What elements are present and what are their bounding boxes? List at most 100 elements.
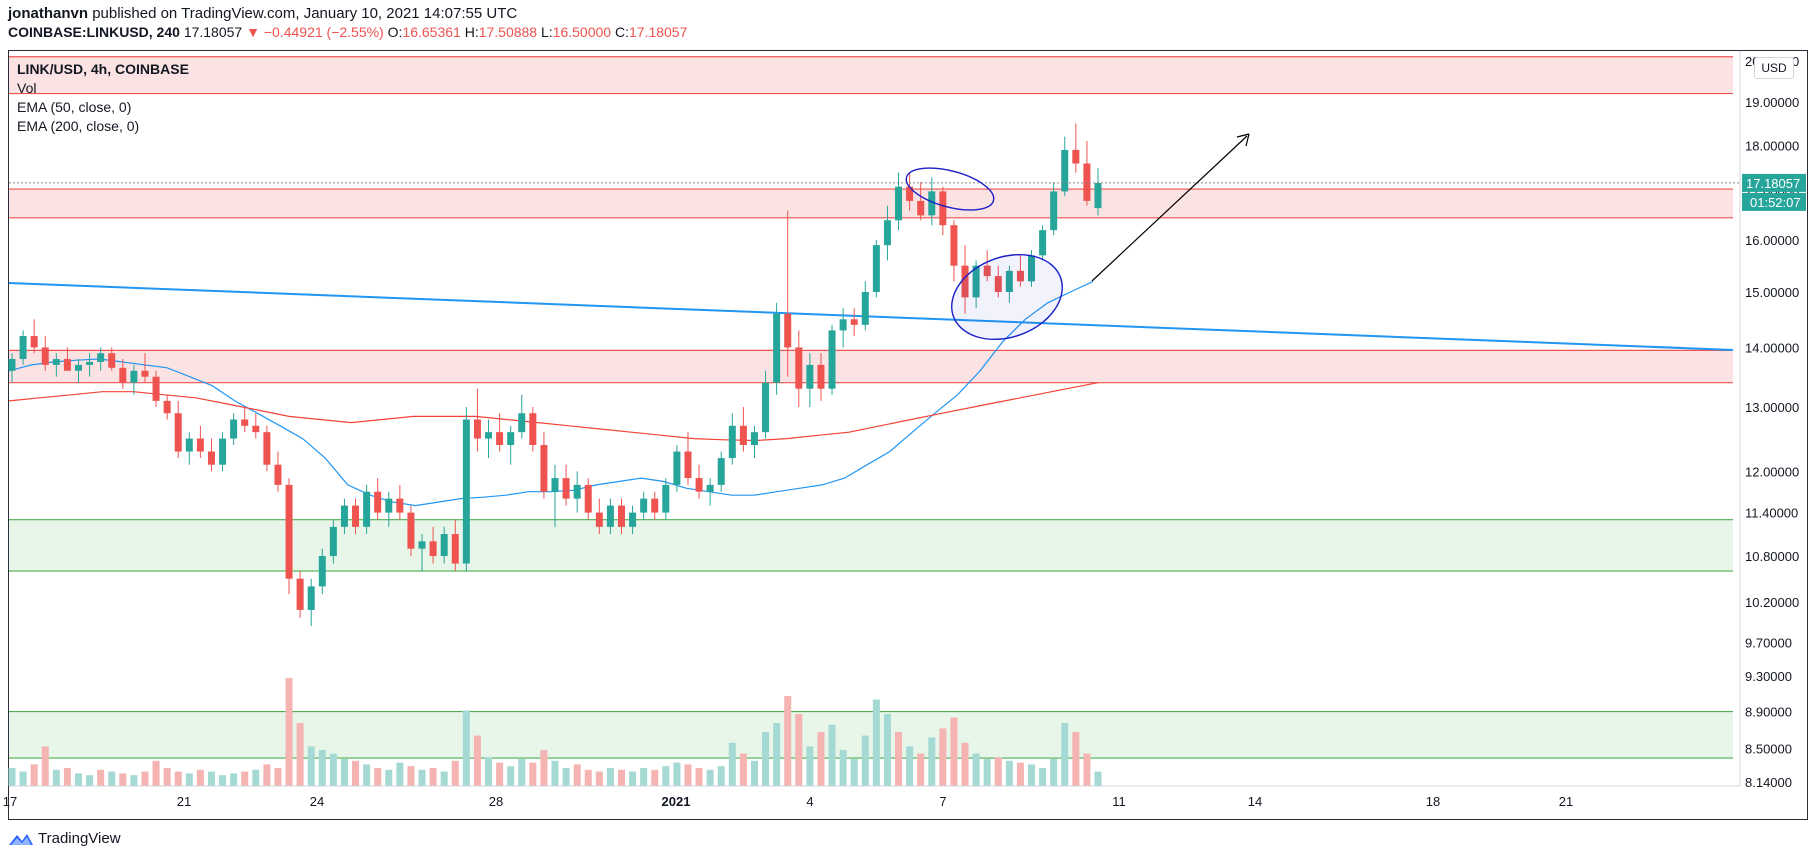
candle-body[interactable]: [230, 419, 238, 439]
candle-body[interactable]: [595, 512, 603, 527]
currency-button[interactable]: USD: [1754, 57, 1794, 79]
candle-body[interactable]: [640, 498, 648, 513]
candle-body[interactable]: [185, 438, 193, 452]
candle-body[interactable]: [340, 505, 348, 527]
candle-body[interactable]: [63, 359, 71, 371]
candle-body[interactable]: [839, 319, 847, 331]
candle-body[interactable]: [917, 200, 925, 216]
candle-body[interactable]: [872, 245, 880, 293]
candle-body[interactable]: [540, 445, 548, 492]
footer-brand[interactable]: TradingView: [38, 830, 121, 847]
trendline[interactable]: [8, 282, 1734, 351]
candle-body[interactable]: [108, 353, 116, 368]
candle-body[interactable]: [584, 484, 592, 513]
candle-body[interactable]: [1028, 255, 1036, 282]
candle-body[interactable]: [606, 505, 614, 527]
candle-body[interactable]: [8, 359, 16, 371]
candle-body[interactable]: [163, 400, 171, 414]
candle-body[interactable]: [485, 432, 493, 439]
candle-body[interactable]: [52, 359, 60, 365]
candle-body[interactable]: [196, 438, 204, 452]
legend-volume[interactable]: Vol: [17, 80, 37, 96]
candle-body[interactable]: [352, 505, 360, 527]
candle-body[interactable]: [451, 534, 459, 564]
candle-body[interactable]: [307, 586, 315, 610]
candle-body[interactable]: [152, 376, 160, 401]
candle-body[interactable]: [507, 432, 515, 446]
candle-body[interactable]: [1083, 163, 1091, 201]
legend-ema50[interactable]: EMA (50, close, 0): [17, 99, 132, 115]
candle-body[interactable]: [407, 512, 415, 549]
candle-body[interactable]: [706, 484, 714, 492]
candle-body[interactable]: [1050, 191, 1058, 231]
candle-body[interactable]: [429, 541, 437, 557]
candle-body[interactable]: [883, 220, 891, 246]
candle-body[interactable]: [994, 276, 1002, 293]
candle-body[interactable]: [130, 370, 138, 383]
candle-body[interactable]: [263, 432, 271, 465]
candle-body[interactable]: [1005, 270, 1013, 293]
candle-body[interactable]: [651, 498, 659, 513]
candle-body[interactable]: [241, 419, 249, 426]
candle-body[interactable]: [906, 186, 914, 201]
candle-body[interactable]: [462, 419, 470, 564]
legend-ema200[interactable]: EMA (200, close, 0): [17, 118, 140, 134]
candle-body[interactable]: [806, 364, 814, 389]
candle-body[interactable]: [939, 191, 947, 226]
candle-body[interactable]: [385, 498, 393, 513]
candle-body[interactable]: [207, 451, 215, 465]
candle-body[interactable]: [418, 541, 426, 549]
candle-body[interactable]: [961, 265, 969, 298]
candle-body[interactable]: [762, 382, 770, 433]
candle-body[interactable]: [1039, 230, 1047, 256]
candle-body[interactable]: [285, 484, 293, 579]
candle-body[interactable]: [374, 491, 382, 513]
candle-body[interactable]: [86, 361, 94, 365]
candle-body[interactable]: [673, 451, 681, 485]
candle-body[interactable]: [318, 556, 326, 587]
candle-body[interactable]: [1094, 182, 1102, 209]
candle-body[interactable]: [19, 336, 27, 360]
candle-body[interactable]: [629, 512, 637, 527]
arrow-annotation[interactable]: [1091, 135, 1248, 282]
candle-body[interactable]: [1072, 149, 1080, 164]
candle-body[interactable]: [983, 265, 991, 277]
candle-body[interactable]: [717, 458, 725, 485]
candle-body[interactable]: [396, 498, 404, 513]
candle-body[interactable]: [573, 484, 581, 499]
candle-body[interactable]: [274, 464, 282, 485]
candle-body[interactable]: [1061, 149, 1069, 192]
author-name[interactable]: jonathanvn: [8, 5, 89, 22]
candle-body[interactable]: [529, 413, 537, 446]
candle-body[interactable]: [950, 225, 958, 266]
candle-body[interactable]: [850, 319, 858, 325]
candle-body[interactable]: [97, 353, 105, 362]
candle-body[interactable]: [473, 419, 481, 439]
candle-body[interactable]: [662, 484, 670, 513]
candle-body[interactable]: [1016, 270, 1024, 282]
candle-body[interactable]: [972, 265, 980, 298]
candle-body[interactable]: [174, 413, 182, 452]
candle-body[interactable]: [219, 438, 227, 465]
candle-body[interactable]: [496, 432, 504, 446]
candle-body[interactable]: [695, 478, 703, 492]
candle-body[interactable]: [296, 578, 304, 610]
candle-body[interactable]: [773, 313, 781, 383]
candle-body[interactable]: [684, 451, 692, 479]
candle-body[interactable]: [74, 364, 82, 371]
ema200-line[interactable]: [8, 382, 1099, 442]
candle-body[interactable]: [617, 505, 625, 527]
candle-body[interactable]: [784, 313, 792, 348]
candle-body[interactable]: [30, 336, 38, 348]
candle-body[interactable]: [141, 370, 149, 377]
candle-body[interactable]: [440, 534, 448, 557]
candle-body[interactable]: [828, 330, 836, 389]
candle-body[interactable]: [551, 478, 559, 492]
chart-pane[interactable]: [8, 50, 1808, 820]
top-ellipse-annotation[interactable]: [902, 160, 998, 218]
candle-body[interactable]: [817, 364, 825, 389]
candle-body[interactable]: [728, 425, 736, 459]
candle-body[interactable]: [795, 347, 803, 389]
ema50-line[interactable]: [8, 280, 1094, 507]
